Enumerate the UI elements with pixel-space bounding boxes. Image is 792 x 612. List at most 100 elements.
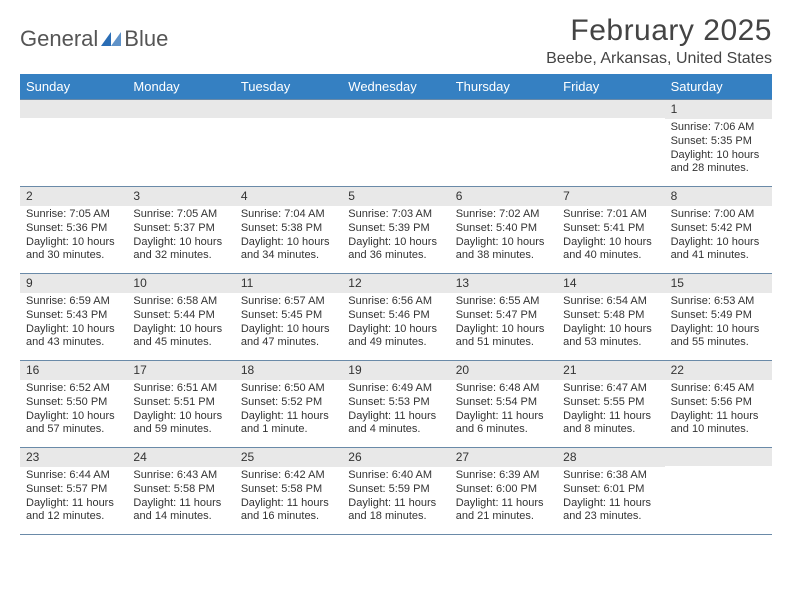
weekday-label: Sunday xyxy=(20,74,127,99)
calendar-cell xyxy=(127,100,234,186)
day-info-line: and 43 minutes. xyxy=(26,336,121,350)
day-info-line: and 1 minute. xyxy=(241,423,336,437)
day-info-line: and 21 minutes. xyxy=(456,510,551,524)
calendar-cell: 8Sunrise: 7:00 AMSunset: 5:42 PMDaylight… xyxy=(665,187,772,273)
day-info-line: and 32 minutes. xyxy=(133,249,228,263)
calendar-cell: 23Sunrise: 6:44 AMSunset: 5:57 PMDayligh… xyxy=(20,448,127,534)
day-number: 1 xyxy=(665,100,772,119)
day-info-line: Sunrise: 6:48 AM xyxy=(456,382,551,396)
day-info-line: Daylight: 11 hours xyxy=(456,497,551,511)
day-info: Sunrise: 7:05 AMSunset: 5:37 PMDaylight:… xyxy=(127,206,234,267)
day-number xyxy=(557,100,664,118)
day-info-line: and 30 minutes. xyxy=(26,249,121,263)
day-info-line: Sunset: 5:44 PM xyxy=(133,309,228,323)
day-info-line: Daylight: 11 hours xyxy=(456,410,551,424)
day-number: 20 xyxy=(450,361,557,380)
day-info-line: Sunset: 5:39 PM xyxy=(348,222,443,236)
day-info: Sunrise: 6:51 AMSunset: 5:51 PMDaylight:… xyxy=(127,380,234,441)
calendar-cell: 13Sunrise: 6:55 AMSunset: 5:47 PMDayligh… xyxy=(450,274,557,360)
weekday-label: Monday xyxy=(127,74,234,99)
calendar: SundayMondayTuesdayWednesdayThursdayFrid… xyxy=(20,74,772,535)
day-number: 23 xyxy=(20,448,127,467)
calendar-cell: 19Sunrise: 6:49 AMSunset: 5:53 PMDayligh… xyxy=(342,361,449,447)
calendar-cell: 12 Sunrise: 6:56 AMSunset: 5:46 PMDayligh… xyxy=(342,274,449,360)
day-info-line: Daylight: 10 hours xyxy=(348,323,443,337)
calendar-cell: 2Sunrise: 7:05 AMSunset: 5:36 PMDaylight… xyxy=(20,187,127,273)
calendar-cell: 14Sunrise: 6:54 AMSunset: 5:48 PMDayligh… xyxy=(557,274,664,360)
day-info: Sunrise: 7:04 AMSunset: 5:38 PMDaylight:… xyxy=(235,206,342,267)
day-number xyxy=(20,100,127,118)
day-info-line: Sunrise: 6:58 AM xyxy=(133,295,228,309)
calendar-cell: 28Sunrise: 6:38 AMSunset: 6:01 PMDayligh… xyxy=(557,448,664,534)
day-number: 26 xyxy=(342,448,449,467)
day-info-line: and 28 minutes. xyxy=(671,162,766,176)
day-info-line: Sunset: 5:47 PM xyxy=(456,309,551,323)
day-number: 12 xyxy=(342,274,449,293)
day-info-line: Sunset: 5:37 PM xyxy=(133,222,228,236)
day-info-line: Sunrise: 6:53 AM xyxy=(671,295,766,309)
calendar-cell: 24Sunrise: 6:43 AMSunset: 5:58 PMDayligh… xyxy=(127,448,234,534)
day-info-line: and 57 minutes. xyxy=(26,423,121,437)
day-info-line: Sunset: 5:48 PM xyxy=(563,309,658,323)
day-info-line: Sunset: 5:58 PM xyxy=(133,483,228,497)
day-info-line: Daylight: 10 hours xyxy=(671,149,766,163)
calendar-cell xyxy=(450,100,557,186)
calendar-cell xyxy=(235,100,342,186)
day-number: 4 xyxy=(235,187,342,206)
calendar-cell: 3Sunrise: 7:05 AMSunset: 5:37 PMDaylight… xyxy=(127,187,234,273)
day-number: 27 xyxy=(450,448,557,467)
day-info-line: and 12 minutes. xyxy=(26,510,121,524)
day-info: Sunrise: 7:02 AMSunset: 5:40 PMDaylight:… xyxy=(450,206,557,267)
day-info-line: and 18 minutes. xyxy=(348,510,443,524)
day-number xyxy=(342,100,449,118)
calendar-week: 2Sunrise: 7:05 AMSunset: 5:36 PMDaylight… xyxy=(20,186,772,273)
day-info: Sunrise: 6:48 AMSunset: 5:54 PMDaylight:… xyxy=(450,380,557,441)
day-info-line: Sunrise: 6:42 AM xyxy=(241,469,336,483)
day-info: Sunrise: 7:06 AMSunset: 5:35 PMDaylight:… xyxy=(665,119,772,180)
title-block: February 2025 Beebe, Arkansas, United St… xyxy=(546,14,772,68)
day-info: Sunrise: 7:03 AMSunset: 5:39 PMDaylight:… xyxy=(342,206,449,267)
day-info-line: Sunset: 5:38 PM xyxy=(241,222,336,236)
day-info-line: Sunset: 5:59 PM xyxy=(348,483,443,497)
day-info-line: Daylight: 10 hours xyxy=(563,323,658,337)
calendar-week: 16Sunrise: 6:52 AMSunset: 5:50 PMDayligh… xyxy=(20,360,772,447)
day-info-line: Sunrise: 6:55 AM xyxy=(456,295,551,309)
day-info-line: Daylight: 11 hours xyxy=(348,410,443,424)
day-info-line: Sunset: 5:52 PM xyxy=(241,396,336,410)
day-info-line: Daylight: 11 hours xyxy=(241,410,336,424)
day-info-line: and 23 minutes. xyxy=(563,510,658,524)
day-info-line: Sunset: 6:01 PM xyxy=(563,483,658,497)
day-info: Sunrise: 7:01 AMSunset: 5:41 PMDaylight:… xyxy=(557,206,664,267)
day-info: Sunrise: 6:59 AMSunset: 5:43 PMDaylight:… xyxy=(20,293,127,354)
calendar-cell: 10Sunrise: 6:58 AMSunset: 5:44 PMDayligh… xyxy=(127,274,234,360)
brand-logo: General Blue xyxy=(20,14,168,52)
calendar-cell xyxy=(665,448,772,534)
day-info: Sunrise: 6:44 AMSunset: 5:57 PMDaylight:… xyxy=(20,467,127,528)
day-info-line: Sunrise: 6:56 AM xyxy=(348,295,443,309)
day-info-line: Sunset: 5:45 PM xyxy=(241,309,336,323)
day-number: 7 xyxy=(557,187,664,206)
day-info-line: Daylight: 10 hours xyxy=(241,323,336,337)
day-info: Sunrise: 6:52 AMSunset: 5:50 PMDaylight:… xyxy=(20,380,127,441)
day-number: 14 xyxy=(557,274,664,293)
day-info-line: Daylight: 11 hours xyxy=(241,497,336,511)
day-info: Sunrise: 6:40 AMSunset: 5:59 PMDaylight:… xyxy=(342,467,449,528)
brand-text-right: Blue xyxy=(124,26,168,52)
day-info: Sunrise: 6:38 AMSunset: 6:01 PMDaylight:… xyxy=(557,467,664,528)
day-info-line: Daylight: 10 hours xyxy=(671,236,766,250)
day-info-line: Daylight: 10 hours xyxy=(26,236,121,250)
day-info: Sunrise: 6:54 AMSunset: 5:48 PMDaylight:… xyxy=(557,293,664,354)
calendar-cell: 7Sunrise: 7:01 AMSunset: 5:41 PMDaylight… xyxy=(557,187,664,273)
day-number: 25 xyxy=(235,448,342,467)
calendar-week: 1Sunrise: 7:06 AMSunset: 5:35 PMDaylight… xyxy=(20,99,772,186)
calendar-cell: 26Sunrise: 6:40 AMSunset: 5:59 PMDayligh… xyxy=(342,448,449,534)
day-info-line: and 40 minutes. xyxy=(563,249,658,263)
day-info-line: Sunrise: 6:50 AM xyxy=(241,382,336,396)
header: General Blue February 2025 Beebe, Arkans… xyxy=(20,14,772,68)
day-info-line: Sunset: 5:49 PM xyxy=(671,309,766,323)
calendar-cell: 25Sunrise: 6:42 AMSunset: 5:58 PMDayligh… xyxy=(235,448,342,534)
day-number: 6 xyxy=(450,187,557,206)
calendar-cell: 9Sunrise: 6:59 AMSunset: 5:43 PMDaylight… xyxy=(20,274,127,360)
day-number: 9 xyxy=(20,274,127,293)
day-info-line: Sunset: 5:46 PM xyxy=(348,309,443,323)
